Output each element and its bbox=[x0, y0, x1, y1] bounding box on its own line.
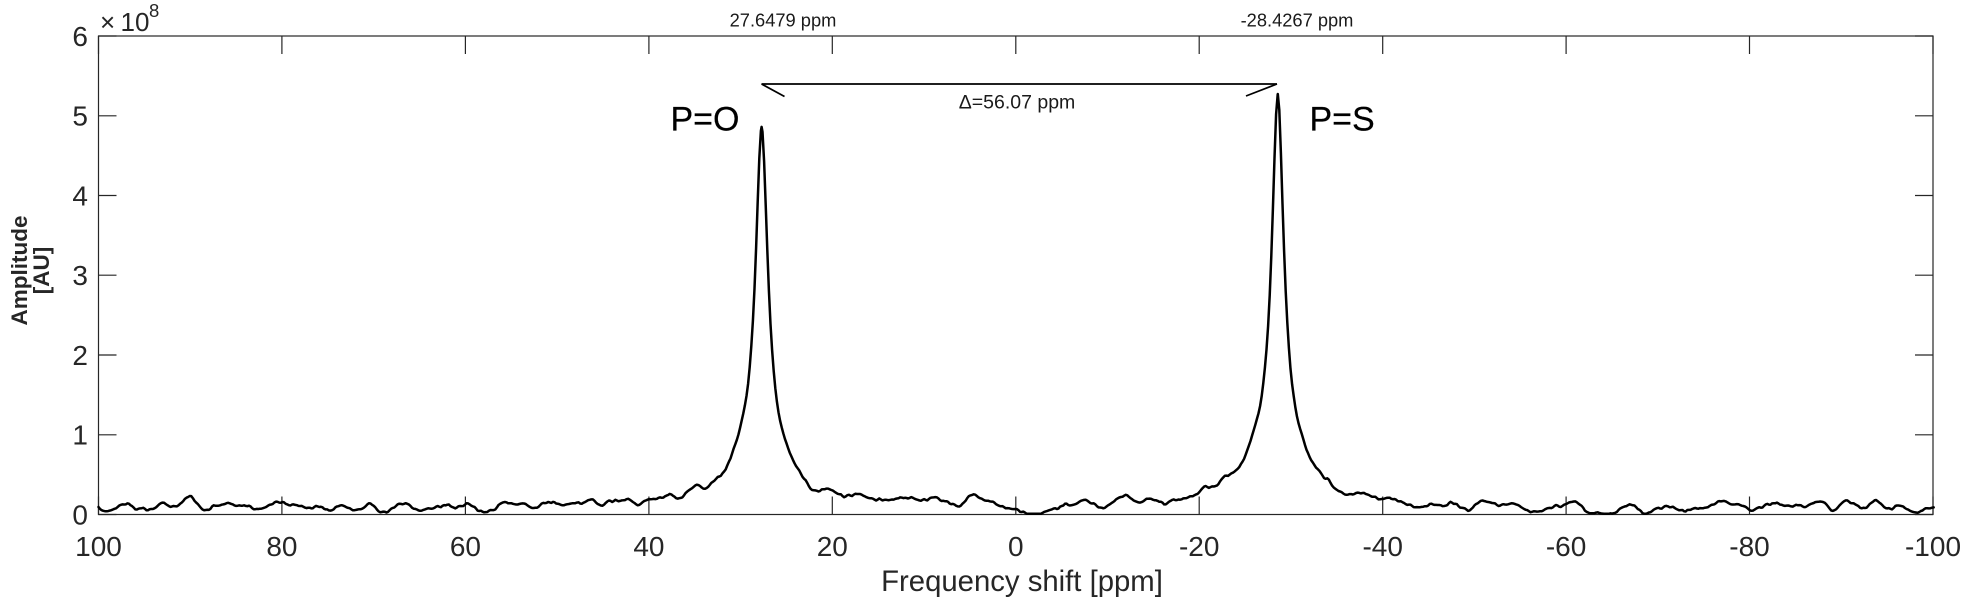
svg-text:-20: -20 bbox=[1179, 531, 1219, 562]
svg-text:0: 0 bbox=[1008, 531, 1024, 562]
svg-text:Amplitude: Amplitude bbox=[7, 216, 32, 326]
svg-text:[AU]: [AU] bbox=[29, 247, 54, 294]
svg-text:60: 60 bbox=[450, 531, 481, 562]
svg-text:100: 100 bbox=[75, 531, 122, 562]
svg-text:20: 20 bbox=[817, 531, 848, 562]
svg-text:Δ=56.07 ppm: Δ=56.07 ppm bbox=[959, 92, 1076, 114]
svg-text:80: 80 bbox=[266, 531, 297, 562]
svg-text:8: 8 bbox=[149, 0, 159, 21]
svg-text:0: 0 bbox=[72, 499, 88, 530]
svg-text:40: 40 bbox=[633, 531, 664, 562]
svg-text:P=O: P=O bbox=[671, 100, 740, 138]
svg-text:5: 5 bbox=[72, 101, 88, 132]
svg-text:10: 10 bbox=[121, 7, 150, 37]
svg-text:2: 2 bbox=[72, 340, 88, 371]
svg-text:6: 6 bbox=[72, 21, 88, 52]
svg-text:-28.4267 ppm: -28.4267 ppm bbox=[1241, 10, 1354, 31]
svg-text:-40: -40 bbox=[1362, 531, 1402, 562]
svg-text:27.6479 ppm: 27.6479 ppm bbox=[730, 10, 837, 31]
svg-text:1: 1 bbox=[72, 420, 88, 451]
svg-text:3: 3 bbox=[72, 260, 88, 291]
svg-text:-100: -100 bbox=[1905, 531, 1961, 562]
svg-text:P=S: P=S bbox=[1310, 100, 1375, 138]
svg-text:×: × bbox=[100, 7, 115, 37]
svg-text:-60: -60 bbox=[1546, 531, 1586, 562]
svg-text:-80: -80 bbox=[1729, 531, 1769, 562]
svg-text:4: 4 bbox=[72, 180, 88, 211]
svg-text:Frequency shift [ppm]: Frequency shift [ppm] bbox=[881, 565, 1163, 597]
